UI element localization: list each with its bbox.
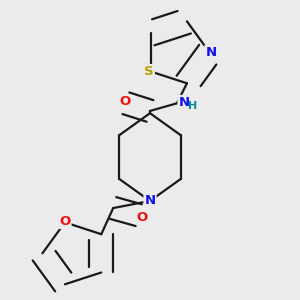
Text: O: O [119,95,131,108]
Text: O: O [136,211,148,224]
Text: N: N [205,46,216,59]
Text: O: O [59,215,70,228]
Text: S: S [144,65,154,78]
Text: N: N [178,96,190,109]
Text: N: N [144,194,156,208]
Text: H: H [188,100,197,111]
